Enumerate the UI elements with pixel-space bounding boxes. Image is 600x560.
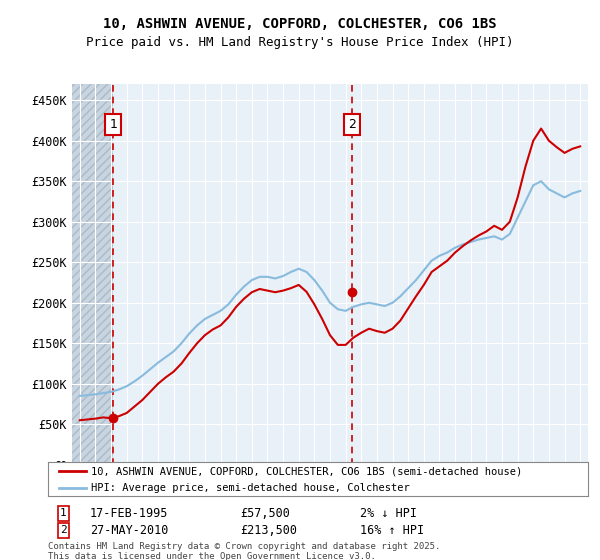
Text: 10, ASHWIN AVENUE, COPFORD, COLCHESTER, CO6 1BS: 10, ASHWIN AVENUE, COPFORD, COLCHESTER, …: [103, 17, 497, 31]
Text: 2: 2: [60, 525, 67, 535]
Text: 1: 1: [109, 118, 117, 131]
Text: £213,500: £213,500: [240, 524, 297, 536]
Text: 1: 1: [60, 508, 67, 519]
Text: 2% ↓ HPI: 2% ↓ HPI: [360, 507, 417, 520]
Text: Contains HM Land Registry data © Crown copyright and database right 2025.
This d: Contains HM Land Registry data © Crown c…: [48, 542, 440, 560]
Text: 10, ASHWIN AVENUE, COPFORD, COLCHESTER, CO6 1BS (semi-detached house): 10, ASHWIN AVENUE, COPFORD, COLCHESTER, …: [91, 466, 523, 477]
Bar: [72, 84, 113, 465]
Text: 2: 2: [348, 118, 356, 131]
Text: HPI: Average price, semi-detached house, Colchester: HPI: Average price, semi-detached house,…: [91, 483, 410, 493]
Text: 17-FEB-1995: 17-FEB-1995: [90, 507, 169, 520]
Text: Price paid vs. HM Land Registry's House Price Index (HPI): Price paid vs. HM Land Registry's House …: [86, 36, 514, 49]
Text: £57,500: £57,500: [240, 507, 290, 520]
Text: 16% ↑ HPI: 16% ↑ HPI: [360, 524, 424, 536]
Text: 27-MAY-2010: 27-MAY-2010: [90, 524, 169, 536]
